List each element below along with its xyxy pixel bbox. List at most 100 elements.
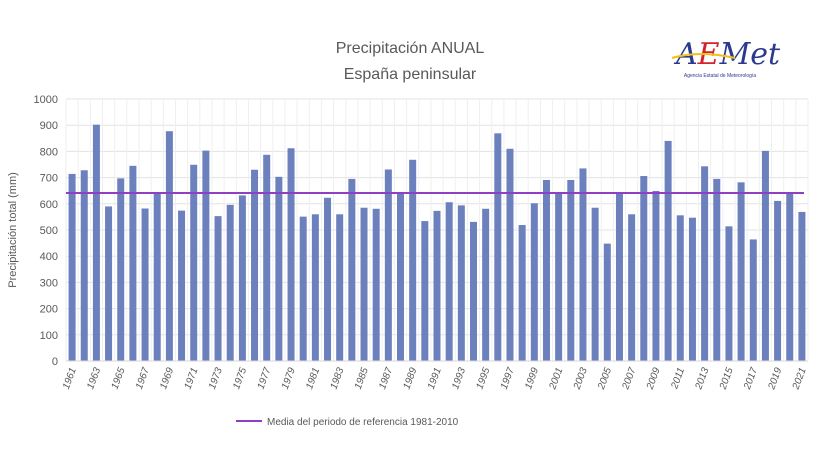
bar-1974 — [226, 204, 234, 361]
bar-1989 — [409, 159, 417, 361]
bar-2013 — [701, 166, 709, 361]
bar-1963 — [92, 124, 100, 362]
y-tick-label: 100 — [40, 330, 58, 342]
bar-2011 — [676, 215, 684, 361]
x-tick-label: 2009 — [644, 366, 662, 392]
bar-2002 — [567, 179, 575, 361]
chart-subtitle: España peninsular — [344, 66, 477, 83]
bar-1978 — [275, 176, 283, 361]
bar-1964 — [105, 206, 113, 361]
bar-1999 — [530, 203, 538, 361]
x-tick-label: 1973 — [207, 366, 225, 391]
bar-1993 — [457, 205, 465, 361]
y-tick-label: 600 — [40, 199, 58, 211]
x-tick-label: 1983 — [329, 366, 347, 391]
x-tick-label: 1989 — [402, 366, 420, 391]
y-tick-label: 200 — [40, 304, 58, 316]
bar-1967 — [141, 208, 149, 361]
bar-2008 — [640, 176, 648, 361]
bar-2001 — [555, 193, 563, 361]
bar-1982 — [324, 197, 332, 361]
x-tick-label: 1997 — [499, 366, 517, 391]
x-tick-label: 2015 — [717, 366, 735, 392]
bar-1990 — [421, 221, 429, 361]
aemet-logo: AEMet Agencia Estatal de Meteorología — [671, 37, 781, 79]
y-tick-label: 400 — [40, 251, 58, 263]
legend: Media del periodo de referencia 1981-201… — [236, 417, 459, 428]
bar-2004 — [591, 207, 599, 361]
x-tick-label: 1993 — [450, 366, 468, 391]
bar-1995 — [482, 208, 490, 361]
bar-1986 — [372, 208, 380, 361]
bar-1976 — [251, 169, 259, 361]
chart-title: Precipitación ANUAL — [336, 40, 485, 57]
x-tick-label: 1979 — [280, 366, 298, 391]
x-tick-label: 1985 — [353, 366, 371, 391]
bar-1973 — [214, 216, 222, 361]
bar-1997 — [506, 148, 514, 361]
x-tick-label: 1971 — [183, 366, 201, 391]
bar-1966 — [129, 165, 137, 361]
bar-2009 — [652, 190, 660, 361]
bar-2017 — [749, 239, 757, 361]
bar-1970 — [178, 210, 186, 361]
x-tick-label: 2019 — [766, 366, 784, 392]
x-tick-label: 1977 — [256, 366, 274, 391]
x-tick-label: 1965 — [110, 366, 128, 391]
bar-1988 — [397, 193, 405, 361]
bar-2020 — [786, 193, 794, 361]
x-tick-label: 1987 — [377, 366, 395, 391]
x-tick-label: 1981 — [304, 366, 322, 391]
x-tick-label: 1961 — [61, 366, 79, 391]
x-tick-label: 2005 — [596, 366, 614, 392]
bar-2018 — [761, 150, 769, 361]
x-tick-label: 2021 — [790, 366, 808, 392]
bar-1994 — [469, 221, 477, 361]
bar-1992 — [445, 202, 453, 361]
bar-1969 — [165, 131, 173, 361]
bar-1975 — [238, 195, 246, 361]
y-tick-label: 500 — [40, 225, 58, 237]
x-tick-label: 1963 — [85, 366, 103, 391]
bar-2006 — [615, 193, 623, 361]
y-tick-label: 800 — [40, 146, 58, 158]
bar-1991 — [433, 210, 441, 361]
bar-1968 — [153, 193, 161, 361]
y-tick-label: 700 — [40, 173, 58, 185]
bar-1979 — [287, 148, 295, 361]
bar-1965 — [117, 178, 125, 361]
bar-1985 — [360, 207, 368, 361]
y-tick-label: 900 — [40, 120, 58, 132]
legend-label: Media del periodo de referencia 1981-201… — [267, 417, 459, 428]
bar-2016 — [737, 182, 745, 361]
x-tick-label: 2007 — [620, 366, 638, 392]
bar-2021 — [798, 211, 806, 361]
x-tick-label: 1999 — [523, 366, 541, 391]
y-tick-label: 0 — [52, 356, 58, 368]
bar-1987 — [384, 169, 392, 361]
bar-1971 — [190, 164, 198, 361]
bar-1983 — [336, 214, 344, 361]
x-tick-label: 2003 — [571, 366, 589, 392]
bar-1984 — [348, 178, 356, 361]
bar-1998 — [518, 225, 526, 361]
bar-1996 — [494, 133, 502, 361]
bar-2012 — [688, 217, 696, 361]
x-tick-label: 2001 — [547, 366, 565, 392]
bar-2000 — [542, 179, 550, 361]
x-tick-label: 1967 — [134, 366, 152, 391]
bar-2005 — [603, 243, 611, 361]
bar-2007 — [628, 214, 636, 361]
x-tick-label: 1991 — [426, 366, 444, 391]
x-tick-label: 1969 — [158, 366, 176, 391]
logo-subtitle: Agencia Estatal de Meteorología — [684, 73, 756, 79]
x-tick-label: 2013 — [693, 366, 711, 392]
bar-1961 — [68, 173, 76, 361]
bar-2015 — [725, 226, 733, 361]
y-tick-label: 1000 — [34, 94, 58, 106]
bar-1980 — [299, 216, 307, 361]
bar-1977 — [263, 154, 271, 361]
bar-2003 — [579, 168, 587, 361]
bar-1962 — [80, 170, 88, 361]
